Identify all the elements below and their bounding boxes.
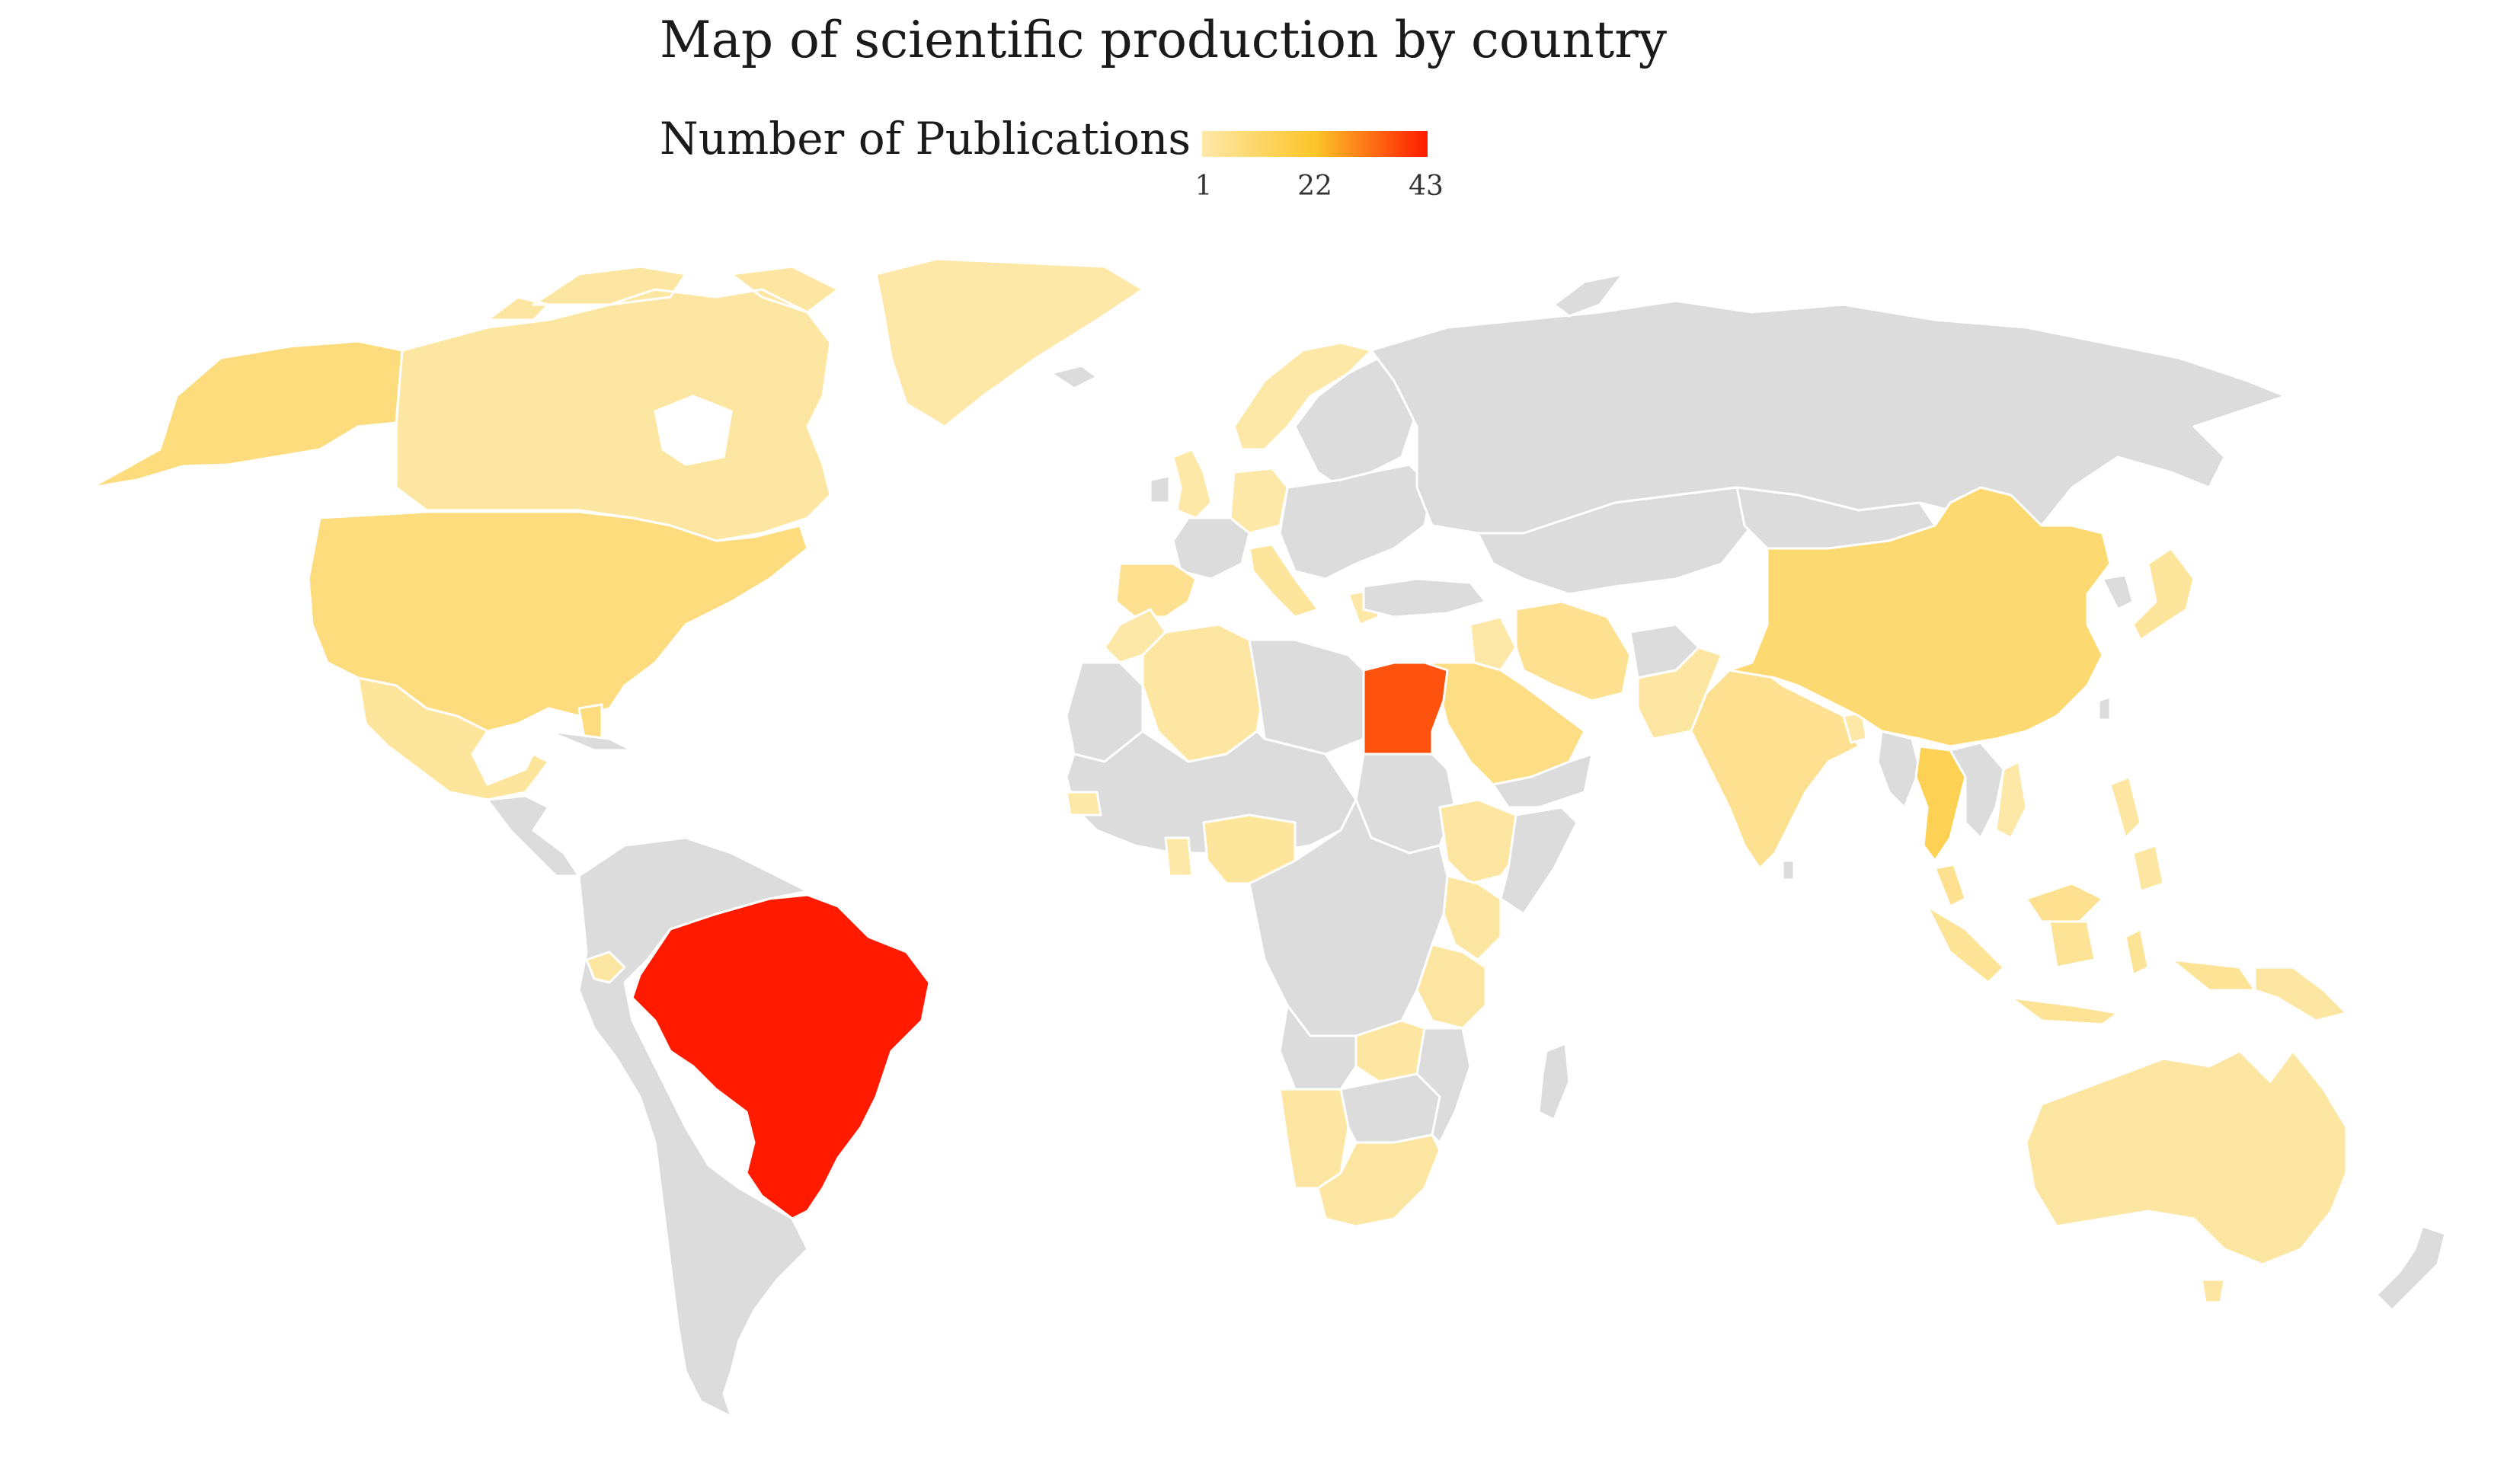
country-kenya [1442,874,1502,961]
country-namibia [1278,1088,1350,1190]
country-china [1728,486,2112,748]
country-senegal [1065,791,1102,816]
country-korea [2101,574,2135,611]
country-saudi-arabia [1431,661,1586,786]
legend-color-bar [1202,131,1428,157]
country-botswana-zimbabwe [1339,1072,1441,1144]
country-australia [2025,1050,2348,1266]
country-mozambique [1415,1027,1472,1144]
country-spain [1114,562,1198,618]
legend-title: Number of Publications [660,113,1191,165]
country-canada [395,265,839,542]
country-brazil [631,893,931,1220]
country-yemen-oman [1492,753,1594,809]
country-ecuador [585,951,626,984]
country-vietnam-laos-cambodia [1949,741,2005,839]
country-taiwan [2097,695,2112,721]
country-tasmania [2200,1278,2226,1304]
country-iraq [1469,615,1517,672]
country-myanmar [1876,730,1921,809]
country-united-kingdom [1172,448,1213,519]
country-libya [1248,638,1365,756]
country-ireland [1149,475,1171,504]
country-madagascar [1537,1042,1571,1121]
country-novaya-zemlya [1553,273,1624,318]
country-iceland [1050,364,1099,390]
country-mexico [357,676,550,801]
country-south-africa [1316,1133,1441,1228]
country-france [1172,516,1251,580]
country-new-zealand [2375,1225,2447,1312]
country-central-america [486,794,580,877]
country-central-africa [1248,798,1449,1037]
country-philippines [2109,775,2165,893]
country-greenland [875,257,1144,428]
country-malaysia [1933,863,2104,923]
legend-tick-mid: 22 [1297,171,1332,202]
country-japan [2131,547,2195,641]
country-angola [1278,1004,1358,1091]
country-ghana [1164,836,1194,877]
map-title: Map of scientific production by country [660,11,1668,69]
country-vietnam [1994,760,2028,839]
country-indonesia [1926,905,2256,1026]
country-tanzania [1415,943,1487,1030]
country-sri-lanka [1781,859,1796,881]
country-papua-new-guinea [2253,966,2348,1022]
country-russia [1370,299,2287,535]
country-alaska [90,340,404,489]
legend-tick-max: 43 [1409,171,1444,202]
country-cuba [547,730,634,752]
country-kazakhstan [1476,486,1754,596]
country-egypt [1362,661,1449,756]
country-eastern-europe [1278,463,1434,580]
legend-tick-min: 1 [1194,171,1213,202]
country-italy [1248,543,1319,618]
country-iran [1514,600,1632,702]
country-hudson-bay [654,395,733,466]
country-turkey [1362,577,1487,618]
country-somalia [1499,806,1578,916]
land-layer [90,257,2447,1418]
